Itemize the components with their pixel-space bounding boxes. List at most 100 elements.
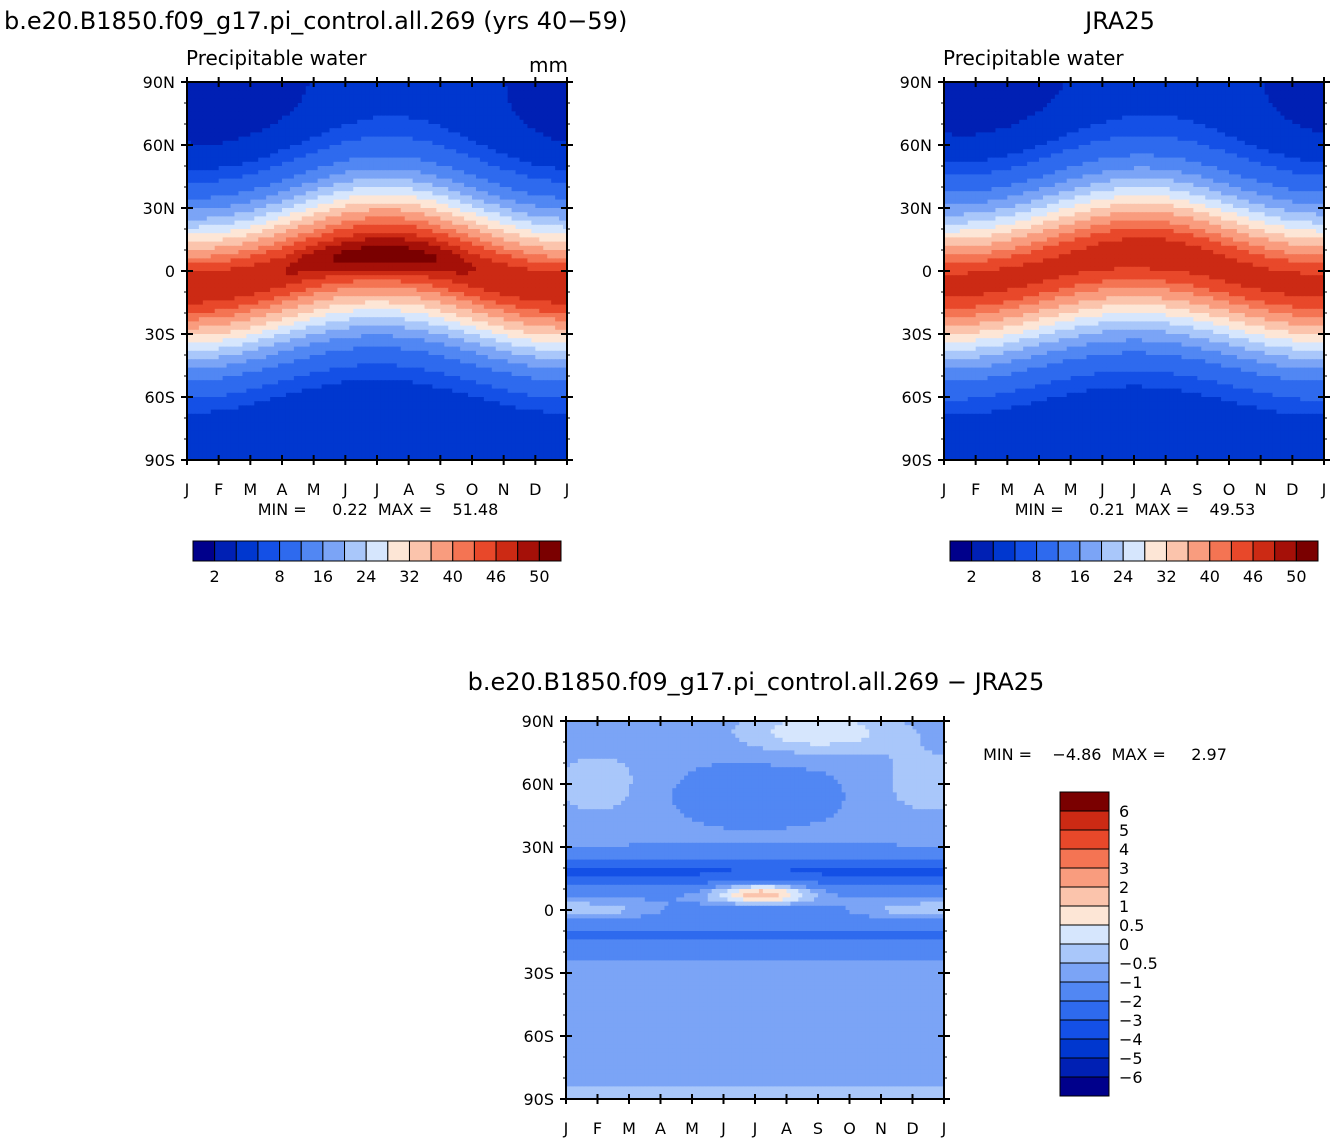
field-cell: [223, 111, 228, 116]
field-cell: [286, 263, 291, 268]
field-cell: [425, 246, 430, 251]
field-cell: [298, 233, 303, 238]
field-cell: [246, 263, 251, 268]
field-cell: [476, 141, 481, 146]
field-cell: [425, 187, 430, 192]
field-cell: [516, 216, 521, 221]
field-cell: [270, 267, 275, 272]
field-cell: [290, 124, 295, 129]
field-cell: [444, 132, 449, 137]
field-cell: [492, 288, 497, 293]
field-cell: [290, 212, 295, 217]
field-cell: [254, 195, 259, 200]
field-cell: [527, 246, 532, 251]
field-cell: [504, 124, 509, 129]
field-cell: [436, 128, 441, 133]
field-cell: [417, 233, 422, 238]
field-cell: [318, 271, 323, 276]
field-cell: [242, 86, 247, 91]
field-cell: [496, 183, 501, 188]
field-cell: [254, 225, 259, 230]
field-cell: [345, 158, 350, 163]
field-cell: [333, 99, 338, 104]
field-cell: [302, 225, 307, 230]
field-cell: [381, 166, 386, 171]
field-cell: [440, 246, 445, 251]
field-cell: [393, 284, 398, 289]
field-cell: [326, 225, 331, 230]
field-cell: [488, 225, 493, 230]
field-cell: [274, 86, 279, 91]
field-cell: [195, 246, 200, 251]
field-cell: [488, 263, 493, 268]
field-cell: [365, 179, 370, 184]
field-cell: [322, 179, 327, 184]
field-cell: [432, 107, 437, 112]
field-cell: [476, 132, 481, 137]
field-cell: [223, 271, 228, 276]
field-cell: [401, 284, 406, 289]
field-cell: [512, 174, 517, 179]
field-cell: [345, 296, 350, 301]
field-cell: [211, 137, 216, 142]
field-cell: [448, 212, 453, 217]
field-cell: [472, 149, 477, 154]
field-cell: [361, 128, 366, 133]
field-cell: [417, 111, 422, 116]
field-cell: [195, 275, 200, 280]
field-cell: [250, 284, 255, 289]
field-cell: [480, 284, 485, 289]
field-cell: [397, 187, 402, 192]
field-cell: [440, 179, 445, 184]
field-cell: [405, 120, 410, 125]
field-cell: [512, 137, 517, 142]
field-cell: [365, 267, 370, 272]
field-cell: [211, 158, 216, 163]
field-cell: [539, 212, 544, 217]
field-cell: [425, 221, 430, 226]
field-cell: [468, 158, 473, 163]
field-cell: [413, 229, 418, 234]
field-cell: [508, 246, 513, 251]
field-cell: [322, 279, 327, 284]
field-cell: [385, 258, 390, 263]
field-cell: [413, 284, 418, 289]
field-cell: [543, 170, 548, 175]
field-cell: [559, 86, 564, 91]
field-cell: [262, 132, 267, 137]
field-cell: [428, 221, 433, 226]
field-cell: [227, 233, 232, 238]
field-cell: [191, 216, 196, 221]
field-cell: [472, 263, 477, 268]
field-cell: [421, 258, 426, 263]
field-cell: [278, 111, 283, 116]
field-cell: [448, 145, 453, 150]
field-cell: [199, 200, 204, 205]
field-cell: [389, 90, 394, 95]
field-cell: [361, 292, 366, 297]
field-cell: [361, 284, 366, 289]
field-cell: [381, 86, 386, 91]
field-cell: [464, 225, 469, 230]
field-cell: [460, 116, 465, 121]
field-cell: [409, 166, 414, 171]
field-cell: [409, 179, 414, 184]
field-cell: [393, 250, 398, 255]
field-cell: [444, 284, 449, 289]
field-cell: [547, 204, 552, 209]
field-cell: [314, 116, 319, 121]
field-cell: [527, 288, 532, 293]
field-cell: [235, 258, 240, 263]
field-cell: [547, 103, 552, 108]
field-cell: [203, 250, 208, 255]
field-cell: [452, 208, 457, 213]
field-cell: [543, 120, 548, 125]
field-cell: [436, 107, 441, 112]
field-cell: [405, 95, 410, 100]
field-cell: [345, 288, 350, 293]
field-cell: [547, 279, 552, 284]
field-cell: [527, 191, 532, 196]
field-cell: [520, 107, 525, 112]
field-cell: [294, 179, 299, 184]
field-cell: [520, 137, 525, 142]
